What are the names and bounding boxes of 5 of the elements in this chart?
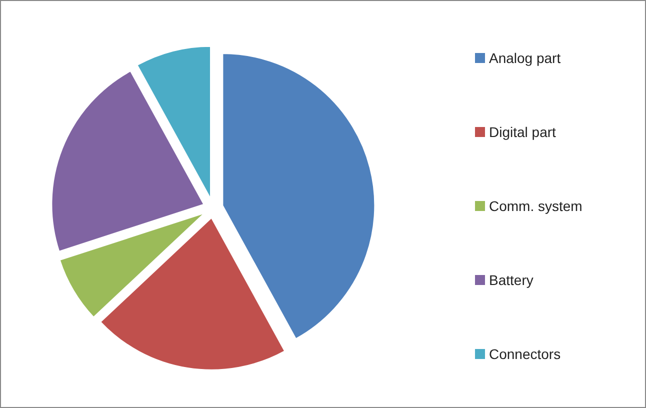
legend-label: Analog part (489, 50, 561, 66)
legend-label: Digital part (489, 124, 556, 140)
legend-label: Connectors (489, 346, 561, 362)
legend-label: Comm. system (489, 198, 582, 214)
legend-label: Battery (489, 272, 534, 288)
